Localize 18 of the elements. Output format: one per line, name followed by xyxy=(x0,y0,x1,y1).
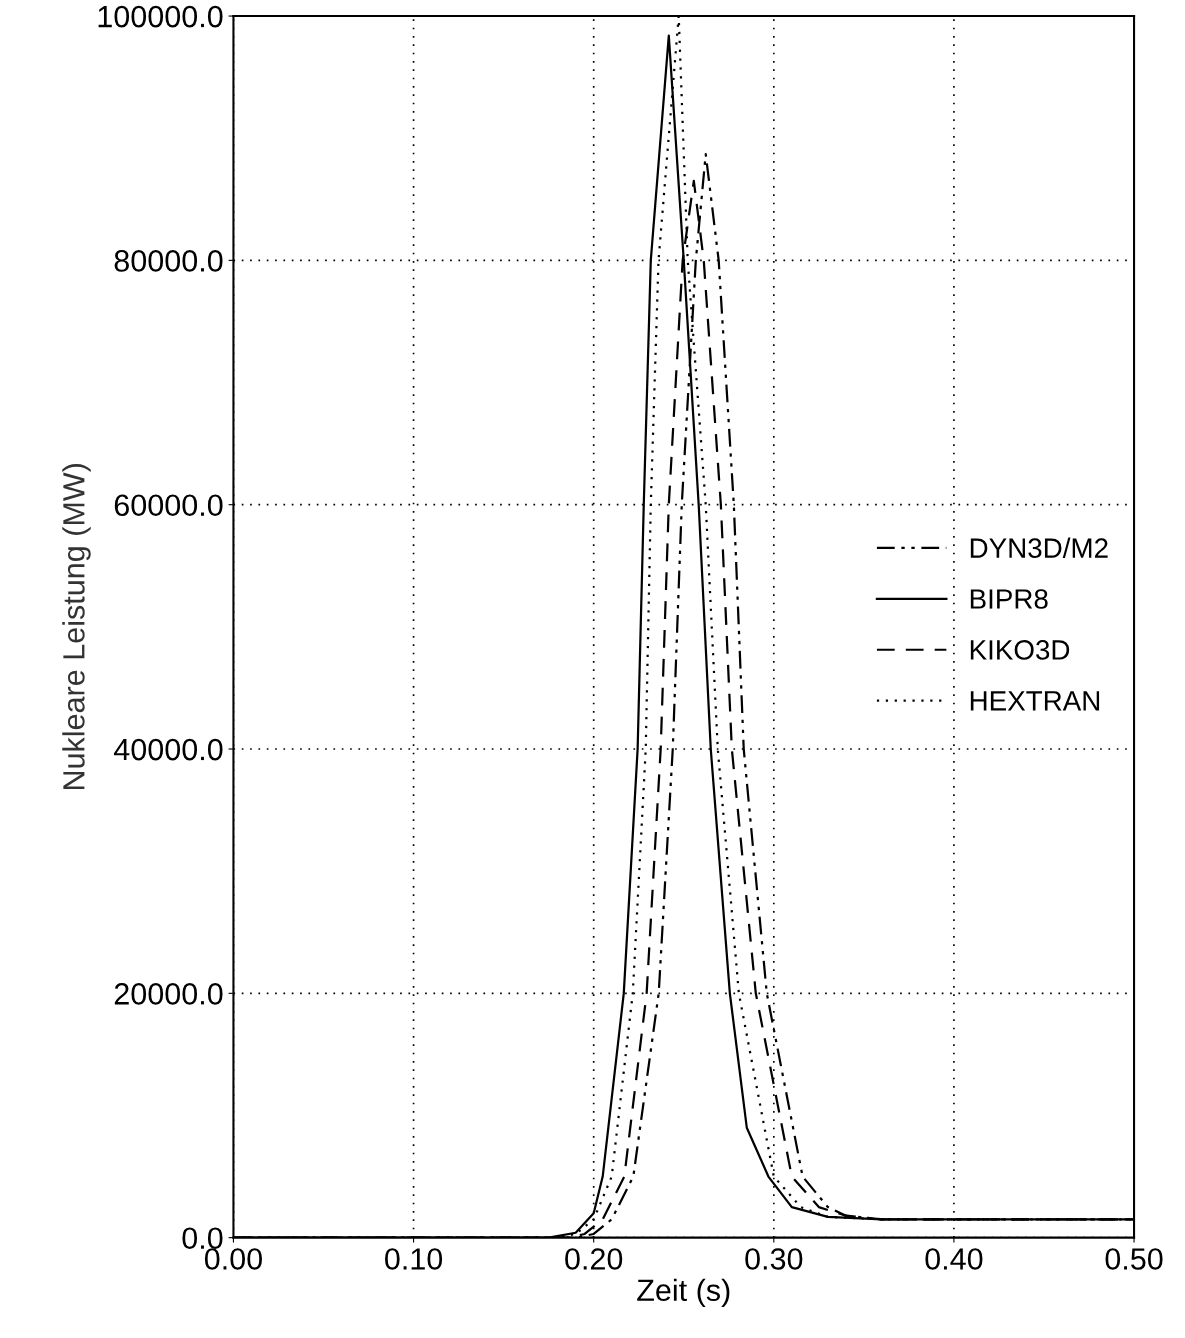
legend-label: KIKO3D xyxy=(970,640,1070,660)
x-tick-label: 0.30 xyxy=(745,1248,803,1270)
y-tick-label: 60000.0 xyxy=(114,494,223,517)
x-tick-label: 0.50 xyxy=(1105,1248,1163,1270)
y-tick-label: 0.0 xyxy=(182,1227,223,1250)
legend-label: HEXTRAN xyxy=(970,691,1100,711)
x-tick-label: 0.00 xyxy=(204,1248,262,1270)
y-tick-label: 80000.0 xyxy=(114,250,223,272)
x-tick-label: 0.20 xyxy=(565,1248,623,1270)
legend-label: BIPR8 xyxy=(970,589,1048,609)
legend-label: DYN3D/M2 xyxy=(970,537,1108,558)
y-tick-label: 40000.0 xyxy=(113,738,223,761)
y-tick-label: 100000.0 xyxy=(98,5,223,28)
x-tick-label: 0.10 xyxy=(385,1248,443,1270)
x-axis-title: Zeit (s) xyxy=(637,1278,730,1308)
y-tick-label: 20000.0 xyxy=(114,983,223,1005)
y-axis-title: Nukleare Leistung (MW) xyxy=(62,464,91,790)
x-tick-label: 0.40 xyxy=(925,1248,983,1270)
